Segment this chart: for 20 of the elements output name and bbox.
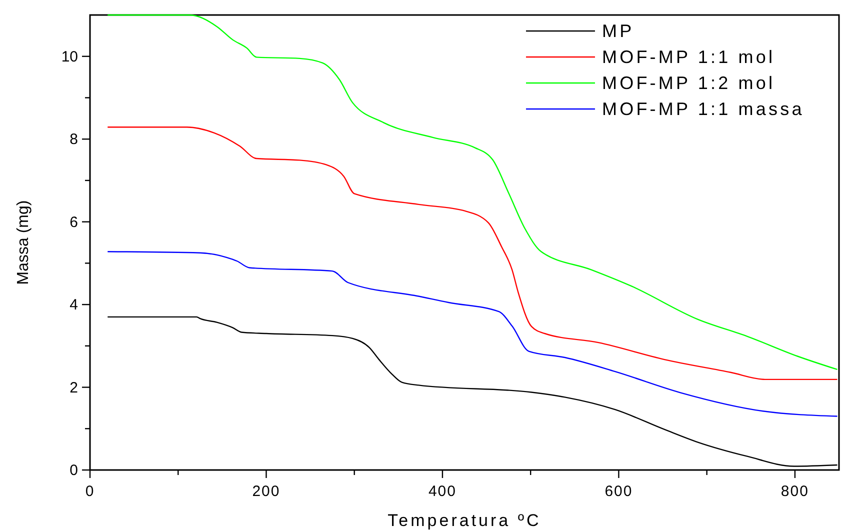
legend-label: MOF-MP 1:2 mol bbox=[602, 73, 776, 93]
legend-label: MOF-MP 1:1 massa bbox=[602, 99, 804, 119]
y-tick-label: 2 bbox=[70, 379, 78, 396]
line-series bbox=[107, 251, 838, 417]
y-tick-label: 8 bbox=[70, 131, 78, 148]
y-tick-label: 6 bbox=[70, 214, 78, 231]
x-tick-label: 800 bbox=[780, 483, 809, 500]
x-tick-label: 400 bbox=[428, 483, 456, 500]
line-series bbox=[107, 126, 838, 380]
y-tick-label: 4 bbox=[70, 296, 78, 314]
y-tick-label: 10 bbox=[61, 48, 78, 66]
x-tick-label: 600 bbox=[604, 483, 633, 500]
x-tick-label: 0 bbox=[85, 483, 95, 500]
legend-label: MOF-MP 1:1 mol bbox=[602, 47, 776, 67]
x-axis-title: Temperatura ºC bbox=[388, 511, 542, 530]
line-series bbox=[107, 14, 838, 370]
y-axis-title: Massa (mg) bbox=[15, 200, 32, 285]
legend-label: MP bbox=[602, 21, 634, 41]
y-tick-label: 0 bbox=[70, 462, 78, 479]
x-tick-label: 200 bbox=[252, 483, 280, 500]
